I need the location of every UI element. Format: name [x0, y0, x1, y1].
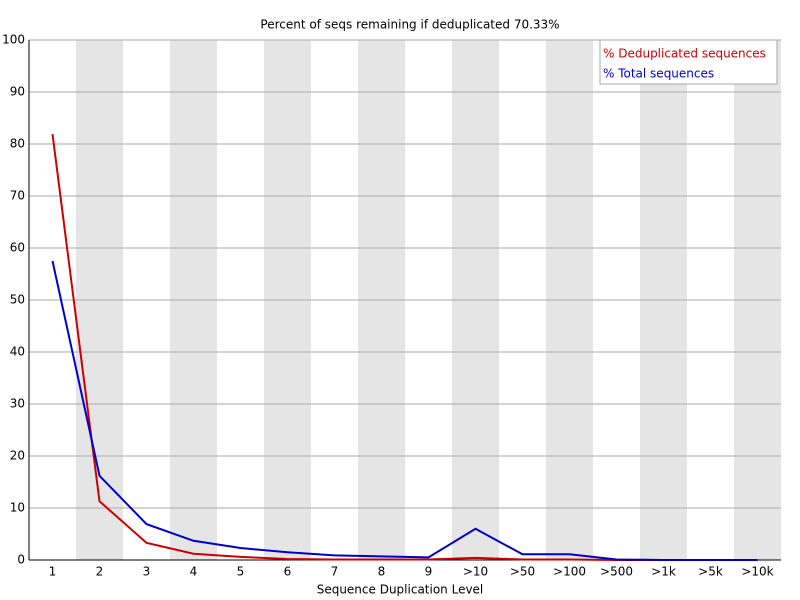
x-tick-label: >100: [553, 565, 586, 579]
x-tick-label: 3: [143, 565, 151, 579]
x-tick-label: 1: [49, 565, 57, 579]
legend-box: [599, 39, 778, 85]
y-tick-label: 20: [10, 449, 25, 463]
x-tick-label: 4: [190, 565, 198, 579]
x-tick-label: >50: [510, 565, 535, 579]
x-tick-label: 9: [425, 565, 433, 579]
x-tick-label: 6: [284, 565, 292, 579]
y-tick-label: 60: [10, 241, 25, 255]
legend-label: % Deduplicated sequences: [603, 47, 766, 61]
x-tick-label: >10k: [741, 565, 773, 579]
x-tick-label: >500: [600, 565, 633, 579]
x-tick-label: 2: [96, 565, 104, 579]
y-tick-label: 30: [10, 397, 25, 411]
y-tick-label: 70: [10, 189, 25, 203]
y-tick-label: 0: [17, 553, 25, 567]
line-series: [51, 260, 758, 561]
x-tick-label: >1k: [651, 565, 676, 579]
x-tick-label: 8: [378, 565, 386, 579]
y-tick-label: 50: [10, 293, 25, 307]
x-tick-label: >10: [463, 565, 488, 579]
chart-title: Percent of seqs remaining if deduplicate…: [260, 18, 559, 32]
x-axis-label: Sequence Duplication Level: [317, 583, 484, 597]
y-tick-label: 40: [10, 345, 25, 359]
legend-label: % Total sequences: [603, 67, 714, 81]
y-tick-label: 90: [10, 85, 25, 99]
x-tick-label: 5: [237, 565, 245, 579]
x-tick-label: 7: [331, 565, 339, 579]
y-tick-label: 10: [10, 501, 25, 515]
y-tick-label: 80: [10, 137, 25, 151]
y-tick-label: 100: [2, 33, 25, 47]
x-tick-label: >5k: [698, 565, 723, 579]
